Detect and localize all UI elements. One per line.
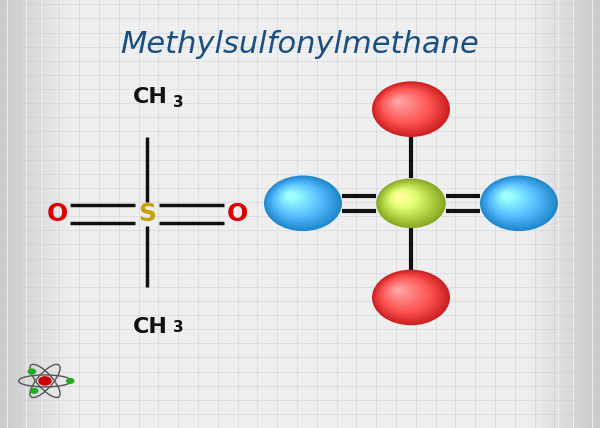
Ellipse shape <box>376 273 441 319</box>
Bar <box>46 0 49 428</box>
Bar <box>19 0 23 428</box>
Ellipse shape <box>377 274 438 317</box>
Ellipse shape <box>393 286 406 295</box>
Bar <box>551 0 554 428</box>
Bar <box>53 0 56 428</box>
Ellipse shape <box>485 180 547 223</box>
Ellipse shape <box>385 185 428 216</box>
Ellipse shape <box>391 284 412 299</box>
Ellipse shape <box>392 285 409 297</box>
Ellipse shape <box>386 280 421 305</box>
Ellipse shape <box>379 275 436 315</box>
Bar <box>585 0 589 428</box>
Ellipse shape <box>268 179 333 225</box>
Circle shape <box>30 388 38 394</box>
Ellipse shape <box>264 175 342 231</box>
Bar <box>72 0 76 428</box>
Ellipse shape <box>274 183 322 217</box>
Circle shape <box>28 369 36 374</box>
Ellipse shape <box>490 183 538 217</box>
Circle shape <box>38 376 52 386</box>
Bar <box>49 0 53 428</box>
Text: 3: 3 <box>173 95 184 110</box>
Ellipse shape <box>373 83 447 135</box>
Ellipse shape <box>388 282 418 303</box>
Ellipse shape <box>395 193 407 201</box>
Ellipse shape <box>376 178 446 228</box>
Bar <box>539 0 543 428</box>
Bar <box>68 0 72 428</box>
Ellipse shape <box>271 181 328 221</box>
Bar <box>547 0 551 428</box>
Ellipse shape <box>499 190 520 205</box>
Bar <box>555 0 559 428</box>
Ellipse shape <box>380 276 433 313</box>
Ellipse shape <box>389 282 415 301</box>
Bar <box>536 0 539 428</box>
Ellipse shape <box>379 181 440 225</box>
Bar <box>581 0 585 428</box>
Ellipse shape <box>380 88 433 125</box>
Ellipse shape <box>497 188 523 207</box>
Ellipse shape <box>376 85 441 131</box>
Ellipse shape <box>396 100 400 103</box>
Ellipse shape <box>269 180 331 223</box>
Ellipse shape <box>383 278 427 309</box>
Ellipse shape <box>281 188 307 207</box>
Ellipse shape <box>280 187 310 209</box>
Bar <box>41 0 45 428</box>
Ellipse shape <box>487 181 544 221</box>
Ellipse shape <box>396 288 400 291</box>
Ellipse shape <box>265 177 339 229</box>
Bar <box>570 0 574 428</box>
Ellipse shape <box>277 185 316 213</box>
Ellipse shape <box>284 190 301 203</box>
Ellipse shape <box>484 179 549 225</box>
Bar <box>593 0 596 428</box>
Ellipse shape <box>382 183 433 219</box>
Ellipse shape <box>394 192 409 203</box>
Text: O: O <box>226 202 248 226</box>
Ellipse shape <box>382 277 430 311</box>
Ellipse shape <box>380 181 438 223</box>
Bar <box>566 0 569 428</box>
Ellipse shape <box>375 272 444 321</box>
Ellipse shape <box>375 83 444 133</box>
Bar <box>38 0 41 428</box>
Text: CH: CH <box>133 87 167 107</box>
Text: S: S <box>138 202 156 226</box>
Ellipse shape <box>391 190 415 207</box>
Ellipse shape <box>390 189 417 208</box>
Ellipse shape <box>377 179 443 226</box>
Bar <box>559 0 562 428</box>
Bar <box>4 0 7 428</box>
Ellipse shape <box>388 187 422 212</box>
Ellipse shape <box>493 185 532 213</box>
Ellipse shape <box>372 81 450 137</box>
Text: 3: 3 <box>173 320 184 335</box>
Ellipse shape <box>392 96 409 109</box>
Bar <box>562 0 566 428</box>
Ellipse shape <box>288 194 292 197</box>
Ellipse shape <box>494 186 529 211</box>
Bar <box>8 0 11 428</box>
Ellipse shape <box>379 87 436 127</box>
Ellipse shape <box>278 186 313 211</box>
Bar <box>589 0 592 428</box>
Ellipse shape <box>483 178 552 227</box>
Ellipse shape <box>488 182 541 219</box>
Bar <box>31 0 34 428</box>
Ellipse shape <box>504 194 508 197</box>
Ellipse shape <box>385 91 424 119</box>
Text: O: O <box>46 202 68 226</box>
Bar <box>0 0 4 428</box>
Ellipse shape <box>500 190 517 203</box>
Bar <box>11 0 15 428</box>
Ellipse shape <box>389 188 420 210</box>
Circle shape <box>66 378 74 384</box>
Bar <box>34 0 38 428</box>
Ellipse shape <box>386 186 425 214</box>
Ellipse shape <box>383 90 427 121</box>
Ellipse shape <box>275 184 319 215</box>
